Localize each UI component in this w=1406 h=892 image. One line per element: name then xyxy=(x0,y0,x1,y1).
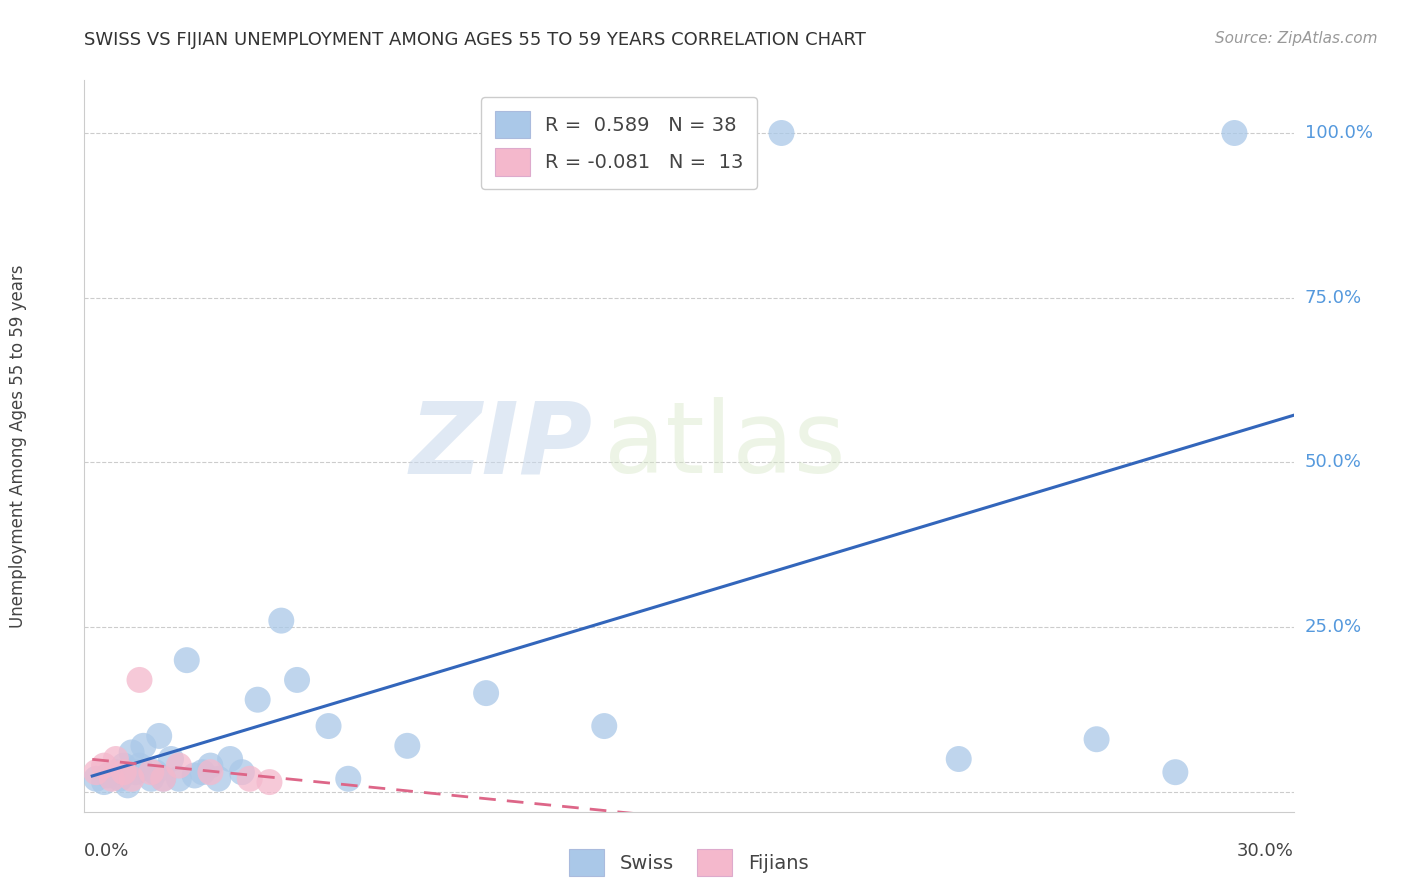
Text: Unemployment Among Ages 55 to 59 years: Unemployment Among Ages 55 to 59 years xyxy=(8,264,27,628)
Point xyxy=(1223,126,1246,140)
Point xyxy=(97,768,120,782)
Point xyxy=(104,765,127,780)
Point xyxy=(112,765,135,780)
Text: SWISS VS FIJIAN UNEMPLOYMENT AMONG AGES 55 TO 59 YEARS CORRELATION CHART: SWISS VS FIJIAN UNEMPLOYMENT AMONG AGES … xyxy=(84,31,866,49)
Point xyxy=(396,739,419,753)
Text: 50.0%: 50.0% xyxy=(1305,453,1361,472)
Point xyxy=(475,686,498,700)
Point xyxy=(121,746,143,760)
Text: 75.0%: 75.0% xyxy=(1305,289,1362,307)
Point xyxy=(270,614,292,628)
Point xyxy=(200,765,222,780)
Point xyxy=(318,719,340,733)
Text: Source: ZipAtlas.com: Source: ZipAtlas.com xyxy=(1215,31,1378,46)
Point xyxy=(141,765,163,780)
Point xyxy=(112,758,135,772)
Point xyxy=(207,772,229,786)
Point xyxy=(84,772,107,786)
Point xyxy=(152,772,174,786)
Point xyxy=(183,768,205,782)
Point xyxy=(104,752,127,766)
Point xyxy=(128,758,150,772)
Point xyxy=(593,719,616,733)
Text: 0.0%: 0.0% xyxy=(84,842,129,860)
Point xyxy=(770,126,793,140)
Point xyxy=(143,765,166,780)
Point xyxy=(128,673,150,687)
Point xyxy=(259,775,281,789)
Point xyxy=(132,739,155,753)
Point xyxy=(121,772,143,786)
Point xyxy=(93,758,115,772)
Point xyxy=(711,126,734,140)
Legend: Swiss, Fijians: Swiss, Fijians xyxy=(560,839,818,886)
Point xyxy=(191,765,214,780)
Point xyxy=(124,765,146,780)
Point xyxy=(219,752,242,766)
Point xyxy=(200,758,222,772)
Text: ZIP: ZIP xyxy=(409,398,592,494)
Point xyxy=(152,772,174,786)
Point xyxy=(93,775,115,789)
Point xyxy=(167,758,190,772)
Point xyxy=(1085,732,1108,747)
Point xyxy=(176,653,198,667)
Point xyxy=(246,692,269,706)
Text: 25.0%: 25.0% xyxy=(1305,618,1362,636)
Point xyxy=(337,772,360,786)
Point xyxy=(117,778,139,792)
Text: 30.0%: 30.0% xyxy=(1237,842,1294,860)
Point xyxy=(108,772,131,786)
Point xyxy=(948,752,970,766)
Text: atlas: atlas xyxy=(605,398,846,494)
Point xyxy=(148,729,170,743)
Point xyxy=(101,772,124,786)
Text: 100.0%: 100.0% xyxy=(1305,124,1372,142)
Point xyxy=(167,772,190,786)
Point xyxy=(239,772,262,786)
Point xyxy=(141,772,163,786)
Point xyxy=(231,765,253,780)
Point xyxy=(285,673,308,687)
Point xyxy=(1164,765,1187,780)
Point xyxy=(160,752,183,766)
Point xyxy=(84,765,107,780)
